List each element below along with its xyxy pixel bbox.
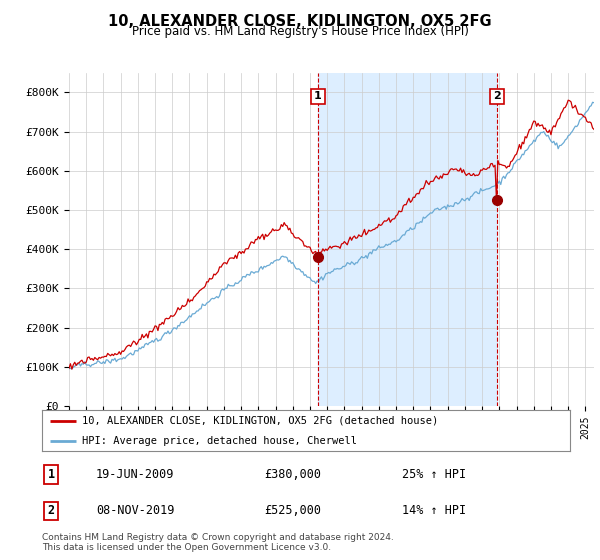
Text: 10, ALEXANDER CLOSE, KIDLINGTON, OX5 2FG (detached house): 10, ALEXANDER CLOSE, KIDLINGTON, OX5 2FG…	[82, 416, 438, 426]
Text: 19-JUN-2009: 19-JUN-2009	[96, 468, 175, 481]
Text: 08-NOV-2019: 08-NOV-2019	[96, 505, 175, 517]
Text: 1: 1	[314, 91, 322, 101]
Text: 1: 1	[47, 468, 55, 481]
Text: Contains HM Land Registry data © Crown copyright and database right 2024.
This d: Contains HM Land Registry data © Crown c…	[42, 533, 394, 552]
Text: 2: 2	[47, 505, 55, 517]
Text: 2: 2	[493, 91, 501, 101]
Text: Price paid vs. HM Land Registry's House Price Index (HPI): Price paid vs. HM Land Registry's House …	[131, 25, 469, 38]
Text: HPI: Average price, detached house, Cherwell: HPI: Average price, detached house, Cher…	[82, 436, 356, 446]
Text: 10, ALEXANDER CLOSE, KIDLINGTON, OX5 2FG: 10, ALEXANDER CLOSE, KIDLINGTON, OX5 2FG	[108, 14, 492, 29]
Text: 14% ↑ HPI: 14% ↑ HPI	[402, 505, 466, 517]
Bar	[318, 73, 497, 406]
Text: £380,000: £380,000	[264, 468, 321, 481]
Text: 25% ↑ HPI: 25% ↑ HPI	[402, 468, 466, 481]
Text: £525,000: £525,000	[264, 505, 321, 517]
